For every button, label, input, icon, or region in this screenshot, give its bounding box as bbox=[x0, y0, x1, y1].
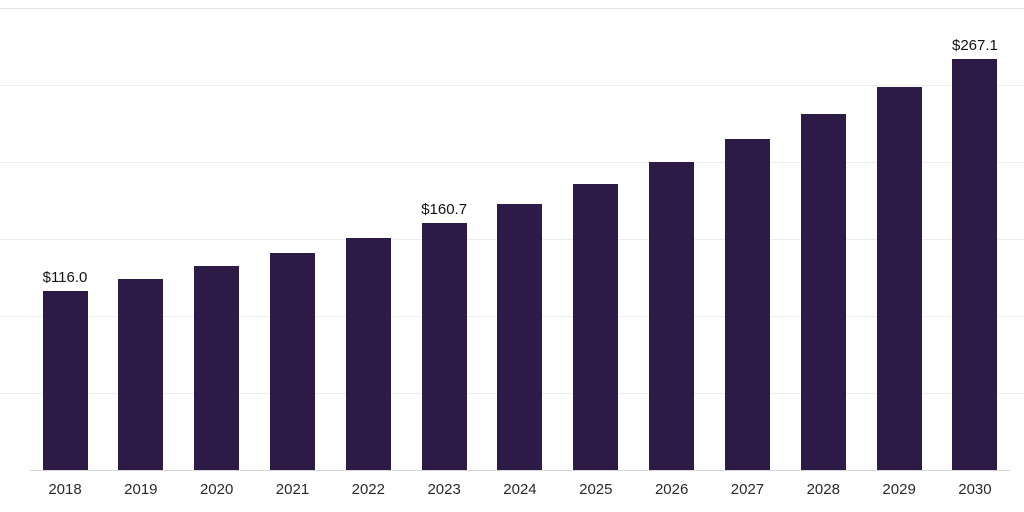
bar-value-label-2018: $116.0 bbox=[42, 269, 88, 287]
x-tick-label-2026: 2026 bbox=[654, 481, 689, 498]
x-tick-label-2020: 2020 bbox=[199, 481, 234, 498]
bar-2022 bbox=[345, 238, 391, 470]
x-tick-label-2021: 2021 bbox=[275, 481, 310, 498]
bar-group-2021 bbox=[257, 252, 327, 470]
bar-2024 bbox=[497, 203, 543, 470]
x-axis-line bbox=[30, 470, 1010, 471]
bar-group-2028 bbox=[788, 114, 858, 470]
bar-2029 bbox=[876, 87, 922, 470]
bar-2030 bbox=[952, 58, 998, 470]
x-tick-label-2028: 2028 bbox=[806, 481, 840, 498]
bar-group-2030: $267.1 bbox=[940, 37, 1010, 470]
bar-2018 bbox=[42, 291, 88, 470]
gridline bbox=[0, 162, 1024, 163]
bar-value-label-2023: $160.7 bbox=[421, 200, 468, 218]
bar-2028 bbox=[800, 114, 846, 470]
bar-group-2029 bbox=[864, 87, 934, 470]
bar-group-2019 bbox=[106, 279, 176, 470]
x-tick-label-2022: 2022 bbox=[351, 481, 385, 498]
x-tick-label-2019: 2019 bbox=[124, 481, 158, 498]
bar-group-2024 bbox=[485, 203, 555, 470]
bar-2023 bbox=[421, 222, 467, 470]
x-tick-label-2027: 2027 bbox=[730, 481, 765, 498]
bar-2021 bbox=[269, 252, 315, 470]
bar-group-2027 bbox=[712, 139, 782, 470]
x-axis-labels: 2018 2019 2020 2021 2022 2023 2024 2025 2026 2027… bbox=[30, 481, 1010, 498]
x-tick-label-2029: 2029 bbox=[882, 481, 916, 498]
bar-2025 bbox=[573, 183, 619, 470]
bar-2020 bbox=[194, 266, 240, 470]
gridline bbox=[0, 85, 1024, 86]
x-tick-label-2025: 2025 bbox=[579, 481, 613, 498]
bar-group-2018: $116.0 bbox=[30, 269, 100, 470]
x-tick-label-2023: 2023 bbox=[427, 481, 461, 498]
plot-area: $116.0 $160.7 $267.1 bbox=[0, 8, 1024, 470]
bar-group-2026 bbox=[637, 162, 707, 470]
bar-2027 bbox=[724, 139, 770, 470]
bar-group-2023: $160.7 bbox=[409, 201, 479, 470]
bar-group-2020 bbox=[182, 266, 252, 470]
bars-row: $116.0 $160.7 $267.1 bbox=[30, 8, 1010, 470]
bar-2026 bbox=[649, 162, 695, 470]
x-tick-label-2018: 2018 bbox=[48, 481, 82, 498]
bar-group-2025 bbox=[561, 183, 631, 470]
bar-2019 bbox=[118, 279, 164, 470]
bar-value-label-2030: $267.1 bbox=[951, 36, 998, 54]
x-tick-label-2030: 2030 bbox=[958, 481, 992, 498]
gridline bbox=[0, 8, 1024, 9]
x-tick-label-2024: 2024 bbox=[503, 481, 537, 498]
bar-group-2022 bbox=[333, 238, 403, 470]
